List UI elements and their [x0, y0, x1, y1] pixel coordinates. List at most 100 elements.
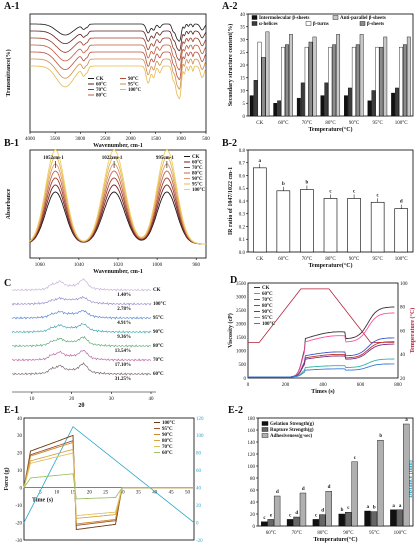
y-tick-label: 0.6 [239, 174, 246, 179]
panel-b2: B-2 0.0 0.1 0.2 0.3 0.4 0.5 0.6 0.7 0.8 IR ratio o… [222, 138, 414, 269]
category-label: 60°C [266, 531, 277, 536]
x-tick-label: 800 [394, 383, 402, 388]
spectrum-line [30, 30, 207, 52]
legend-label: β-turns [313, 22, 329, 27]
significance-letter: c [353, 189, 356, 194]
peak-annotation: 1022cm-1 [102, 156, 123, 161]
legend-label: 70°C [262, 298, 273, 303]
legend-label: Intermolecular β-sheets [259, 16, 310, 21]
x-tick-label: 45 [169, 491, 175, 496]
bar [344, 512, 352, 527]
x-tick-label: 5 [39, 491, 42, 496]
bar [265, 31, 270, 117]
significance-letter: b [282, 182, 285, 187]
bar [324, 82, 329, 117]
significance-letter: a [259, 159, 262, 164]
legend-label: 95°C [192, 183, 203, 188]
y2-tick-label: 100 [400, 282, 408, 287]
absorbance-line [29, 170, 206, 245]
absorbance-line [29, 177, 206, 245]
legend-label: 90°C [162, 433, 173, 438]
plot-frame [23, 417, 195, 541]
bar [319, 514, 326, 527]
bar [344, 95, 348, 117]
legend-label: Gelation Strength(g) [270, 422, 314, 427]
x-tick-label: 25 [103, 491, 109, 496]
category-label: 100°C [395, 257, 408, 262]
crystallinity-label: 31.25% [115, 377, 131, 382]
category-label: CK [256, 257, 263, 262]
bar [289, 34, 293, 117]
force-curve [23, 473, 194, 500]
category-label: 70°C [302, 121, 313, 126]
bar [328, 46, 333, 117]
bar [351, 461, 358, 527]
significance-letter: c [329, 189, 332, 194]
y2-tick-label: 60 [400, 329, 406, 334]
category-label: 90°C [349, 257, 360, 262]
absorbance-line [29, 149, 206, 245]
xrd-pattern [11, 295, 152, 306]
legend-label: 80°C [162, 439, 173, 444]
bar [261, 521, 268, 527]
bar [257, 41, 262, 117]
y-tick-label: 0 [20, 487, 23, 492]
bar [379, 46, 384, 117]
category-label: 90°C [343, 531, 354, 536]
y-axis-label: Force (g) [3, 467, 10, 490]
bar [399, 46, 403, 117]
bar [390, 509, 397, 527]
significance-letter: b [379, 434, 382, 439]
y-tick-label: 0 [243, 115, 246, 120]
category-label: 95°C [372, 257, 383, 262]
significance-letter: b [306, 181, 309, 186]
bar [371, 90, 376, 117]
significance-letter: c [354, 456, 357, 461]
xrd-pattern [11, 309, 152, 320]
y-tick-label: 10 [240, 89, 246, 94]
x-tick-label: 3500 [50, 137, 61, 142]
y-axis-label: Transmittance(%) [5, 49, 12, 96]
legend-label: Rupture Strength(g) [270, 428, 314, 433]
legend-swatch [305, 21, 312, 26]
legend-label: 80°C [96, 94, 107, 99]
bar [253, 167, 267, 253]
bar [312, 519, 320, 527]
x-tick-label: 200 [282, 383, 290, 388]
y-tick-label: 5 [243, 102, 246, 107]
legend-swatch [332, 15, 339, 20]
category-label: 80°C [317, 531, 328, 536]
x-tick-label: 50 [185, 491, 191, 496]
bar [293, 516, 300, 527]
bar [347, 198, 361, 253]
y-tick-label: -20 [15, 521, 22, 526]
bar [370, 201, 385, 253]
significance-letter: e [270, 513, 273, 518]
bar [402, 44, 407, 117]
x-tick-label: 2000 [126, 137, 137, 142]
y-tick-label: 140 [248, 441, 256, 446]
bar [338, 513, 345, 527]
x-tick-label: 980 [192, 263, 200, 268]
significance-letter: b [341, 508, 344, 513]
x-tick-label: 1060 [35, 263, 46, 268]
legend-swatch [261, 421, 269, 426]
significance-letter: c [263, 516, 266, 521]
significance-letter: c [315, 513, 318, 518]
y2-axis-label: Distance (mm) [407, 460, 414, 498]
y2-tick-label: 0 [196, 521, 199, 526]
crystallinity-label: 1.40% [117, 293, 131, 298]
significance-letter: a [367, 505, 370, 510]
legend-label: 90°C [128, 77, 139, 82]
x-tick-label: 500 [202, 137, 210, 142]
x-tick-label: 1000 [176, 137, 187, 142]
plot-frame [257, 417, 414, 527]
bar [355, 44, 360, 117]
significance-letter: d [321, 509, 324, 514]
panel-label: A-2 [222, 1, 238, 12]
bar [332, 44, 337, 117]
legend-label: 60°C [162, 451, 173, 456]
y-tick-label: 0.8 [239, 149, 246, 154]
